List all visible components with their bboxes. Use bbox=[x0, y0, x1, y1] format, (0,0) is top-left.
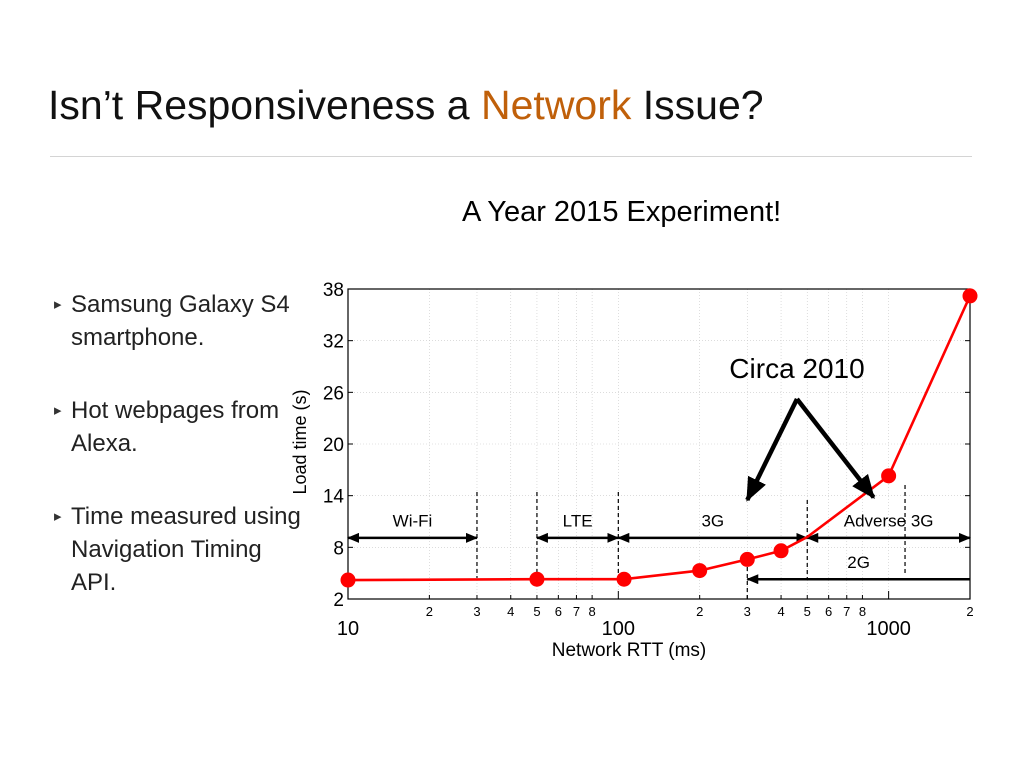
y-tick-label: 2 bbox=[333, 590, 344, 611]
data-point bbox=[529, 571, 545, 587]
y-tick-label: 32 bbox=[323, 332, 344, 353]
bullet-list: ▸ Samsung Galaxy S4 smartphone. ▸ Hot we… bbox=[52, 288, 302, 639]
data-point bbox=[616, 571, 632, 587]
x-minor-tick-label: 3 bbox=[473, 604, 480, 619]
bullet-item: ▸ Hot webpages from Alexa. bbox=[52, 394, 302, 460]
bullet-text: Time measured using Navigation Timing AP… bbox=[71, 503, 301, 596]
triangle-bullet-icon: ▸ bbox=[54, 508, 62, 525]
annotation-arrow bbox=[795, 397, 876, 499]
title-text-pre: Isn’t Responsiveness a bbox=[48, 82, 482, 128]
y-tick-label: 8 bbox=[333, 538, 344, 559]
x-minor-tick-label: 2 bbox=[696, 604, 703, 619]
x-minor-tick-label: 3 bbox=[744, 604, 751, 619]
x-major-tick-label: 100 bbox=[602, 618, 635, 640]
x-minor-tick-label: 7 bbox=[573, 604, 580, 619]
region-label-3g: 3G bbox=[701, 512, 724, 531]
y-tick-label: 38 bbox=[323, 280, 344, 301]
x-minor-tick-label: 4 bbox=[507, 604, 514, 619]
bullet-item: ▸ Time measured using Navigation Timing … bbox=[52, 500, 302, 599]
x-minor-tick-label: 2 bbox=[966, 604, 973, 619]
x-minor-tick-label: 6 bbox=[555, 604, 562, 619]
slide-title: Isn’t Responsiveness a Network Issue? bbox=[48, 82, 764, 129]
region-label-2g: 2G bbox=[847, 553, 870, 572]
region-label-lte: LTE bbox=[563, 512, 593, 531]
y-tick-label: 20 bbox=[323, 435, 344, 456]
data-point bbox=[773, 543, 789, 559]
grid-lines bbox=[348, 289, 970, 599]
x-minor-tick-label: 6 bbox=[825, 604, 832, 619]
y-axis-label: Load time (s) bbox=[290, 389, 310, 494]
annotation-arrow bbox=[745, 398, 800, 502]
data-point bbox=[881, 468, 897, 484]
x-major-tick-label: 1000 bbox=[866, 618, 911, 640]
triangle-bullet-icon: ▸ bbox=[54, 296, 62, 313]
x-minor-tick-label: 8 bbox=[589, 604, 596, 619]
x-axis-label: Network RTT (ms) bbox=[552, 640, 706, 661]
title-divider bbox=[50, 156, 972, 157]
x-minor-tick-label: 5 bbox=[804, 604, 811, 619]
y-tick-label: 26 bbox=[323, 383, 344, 404]
triangle-bullet-icon: ▸ bbox=[54, 402, 62, 419]
bullet-item: ▸ Samsung Galaxy S4 smartphone. bbox=[52, 288, 302, 354]
x-minor-tick-label: 4 bbox=[777, 604, 784, 619]
region-label-adverse-3g: Adverse 3G bbox=[844, 512, 934, 531]
data-point bbox=[739, 551, 755, 567]
region-label-wi-fi: Wi-Fi bbox=[393, 512, 433, 531]
data-point bbox=[692, 563, 708, 579]
data-point bbox=[340, 572, 356, 588]
title-accent-word: Network bbox=[481, 82, 632, 128]
x-major-tick-label: 10 bbox=[337, 618, 359, 640]
slide-subtitle: A Year 2015 Experiment! bbox=[462, 196, 782, 228]
annotation-circa-2010: Circa 2010 bbox=[729, 353, 864, 384]
data-point bbox=[962, 288, 978, 304]
x-minor-tick-label: 5 bbox=[533, 604, 540, 619]
x-minor-tick-label: 8 bbox=[859, 604, 866, 619]
bullet-text: Hot webpages from Alexa. bbox=[71, 397, 280, 457]
x-minor-tick-label: 2 bbox=[426, 604, 433, 619]
title-text-post: Issue? bbox=[631, 82, 764, 128]
y-tick-label: 14 bbox=[323, 487, 345, 508]
x-minor-tick-label: 7 bbox=[843, 604, 850, 619]
bullet-text: Samsung Galaxy S4 smartphone. bbox=[71, 291, 290, 351]
